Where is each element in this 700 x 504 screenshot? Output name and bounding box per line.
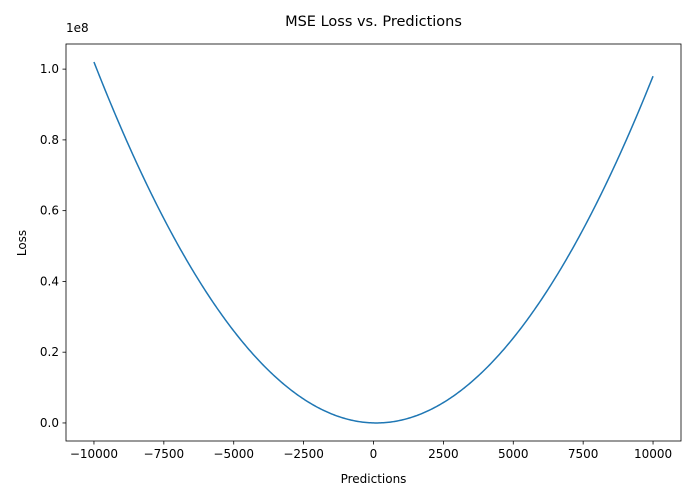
x-tick-label: −10000 [70,447,118,461]
y-axis-label: Loss [15,230,29,256]
chart-title: MSE Loss vs. Predictions [285,14,462,30]
y-tick-label: 1.0 [40,62,59,76]
x-tick-label: 10000 [634,447,672,461]
x-tick-label: 7500 [568,447,599,461]
x-tick-label: −5000 [213,447,254,461]
y-tick-label: 0.2 [40,345,59,359]
x-tick-label: −2500 [283,447,324,461]
x-tick-label: 0 [370,447,378,461]
series-line-0 [93,61,654,424]
y-tick-label: 0.4 [40,274,59,288]
x-tick-label: 2500 [428,447,459,461]
axes: −10000 −7500 −5000 −2500 0 2500 5000 7500 10000 0… [40,43,682,461]
y-tick-label: 0.8 [40,133,59,147]
y-offset-text: 1e8 [66,21,89,35]
y-tick-label: 0.0 [40,416,59,430]
x-tick-label: −7500 [144,447,185,461]
plot-area [93,61,654,424]
x-tick-label: 5000 [498,447,529,461]
y-tick-label: 0.6 [40,204,59,218]
x-axis-label: Predictions [341,472,407,486]
